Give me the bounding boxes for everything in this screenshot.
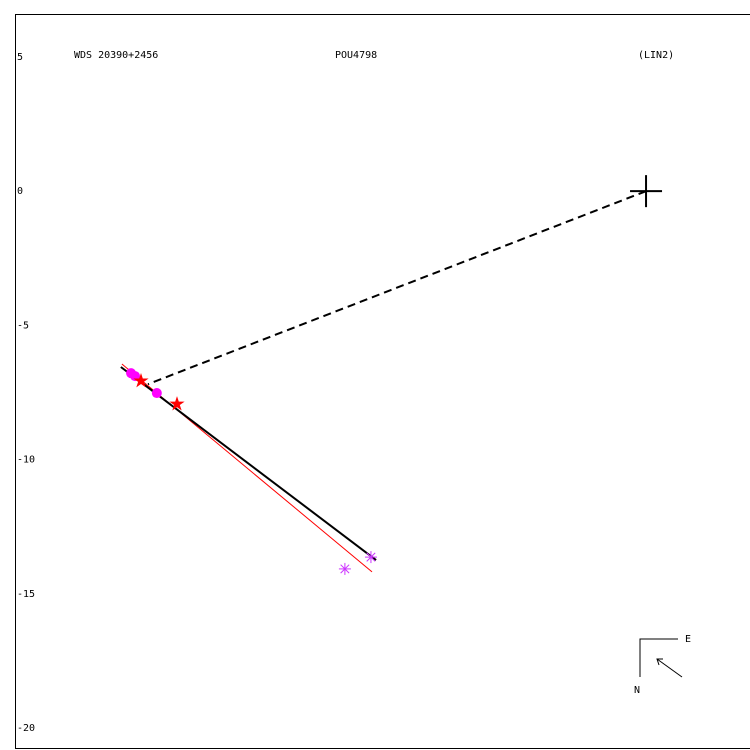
compass: E N [634,634,691,696]
compass-east: E [685,634,691,645]
chart-note: (LIN2) [638,50,674,61]
point [133,373,149,388]
asterisk-stroke [366,552,376,562]
point [151,388,162,399]
y-tick-label: 5 [17,52,23,63]
plot-frame [15,14,750,749]
star-marker [169,396,185,411]
y-tick-label: 0 [17,186,23,197]
series-line [120,366,377,561]
chart-subtitle: POU4798 [335,50,377,61]
point [169,396,185,411]
y-tick-label: -20 [17,723,35,734]
compass-axes [639,638,678,677]
circle-marker [151,388,162,399]
compass-arrowhead [656,658,663,666]
chart-title: WDS 20390+2456 [74,50,158,61]
y-tick-label: -15 [17,589,35,600]
star-marker [133,373,149,388]
y-tick-label: -5 [17,320,29,331]
asterisk-stroke [340,564,350,574]
y-tick-label: -10 [17,455,35,466]
point [364,551,377,564]
point [338,562,351,575]
point [630,175,663,208]
compass-arrow [656,658,683,678]
series-line [147,190,647,386]
compass-north: N [634,685,640,696]
